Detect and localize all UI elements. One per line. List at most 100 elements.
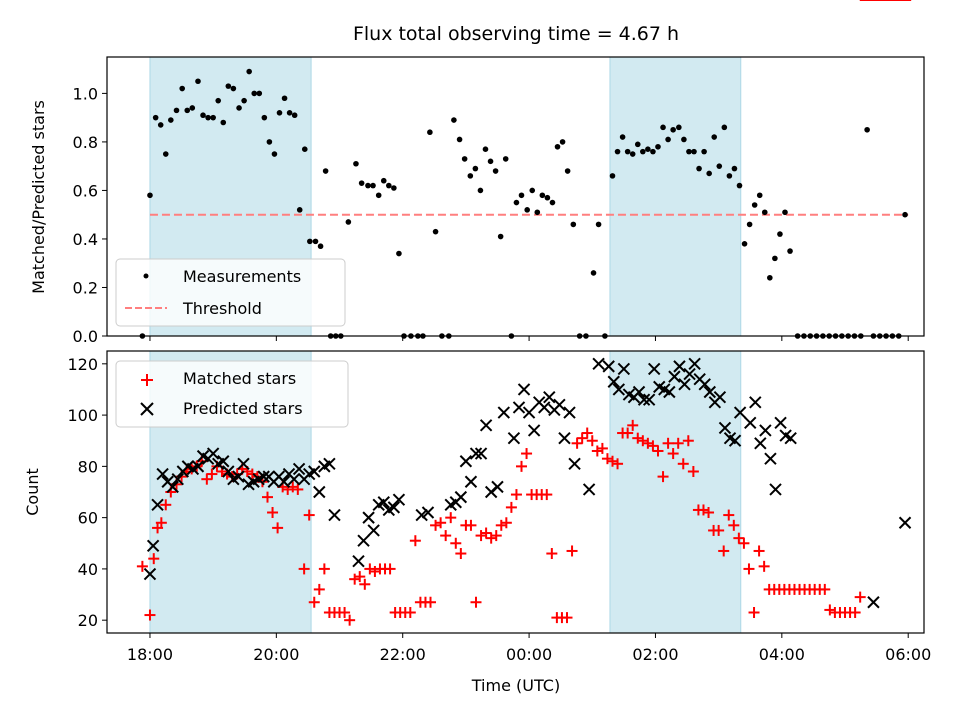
predicted-star-point xyxy=(143,567,157,581)
predicted-star-point xyxy=(733,406,747,419)
x-tick-label: 02:00 xyxy=(632,645,678,664)
matched-star-point xyxy=(201,473,213,485)
predicted-star-point xyxy=(647,362,661,376)
measurement-point xyxy=(241,97,247,104)
predicted-star-point xyxy=(668,370,681,383)
measurement-point xyxy=(162,151,169,157)
measurement-point xyxy=(772,255,778,262)
measurement-point xyxy=(461,156,468,162)
matched-star-point xyxy=(516,460,528,472)
matched-star-point xyxy=(743,563,755,575)
predicted-star-point xyxy=(237,457,250,471)
measurement-point xyxy=(312,238,319,245)
matched-star-point xyxy=(369,565,381,577)
predicted-star-point xyxy=(563,406,576,419)
measurement-point xyxy=(655,143,661,150)
measurement-point xyxy=(365,182,371,189)
measurement-point xyxy=(554,143,561,150)
legend-matched-stars: Matched stars xyxy=(183,369,296,388)
matched-star-point xyxy=(465,519,477,531)
matched-star-point xyxy=(824,604,836,616)
measurement-point xyxy=(864,126,870,133)
measurement-point xyxy=(236,105,242,111)
predicted-star-point xyxy=(688,357,701,371)
measurement-point xyxy=(564,168,571,174)
measurement-point xyxy=(619,134,626,140)
measurement-point xyxy=(307,238,313,245)
measurement-point xyxy=(456,136,463,143)
measurement-point xyxy=(549,199,556,206)
matched-star-point xyxy=(733,532,745,544)
bottom-y-tick-label: 120 xyxy=(67,355,98,374)
predicted-star-point xyxy=(718,421,732,435)
shaded-span-1 xyxy=(609,56,742,337)
measurement-point xyxy=(787,248,793,254)
bottom-panel: 20 40 60 80 100 120 18:00 20:00 22:00 00:00 02:00… xyxy=(23,0,931,695)
measurement-point xyxy=(301,146,308,152)
measurement-point xyxy=(246,68,252,75)
predicted-star-point xyxy=(728,434,742,447)
measurement-point xyxy=(370,182,376,189)
predicted-star-point xyxy=(663,385,676,399)
matched-star-point xyxy=(622,427,634,439)
matched-star-point xyxy=(148,553,160,565)
matched-star-point xyxy=(546,548,558,560)
measurement-point xyxy=(482,146,489,152)
measurement-point xyxy=(427,129,433,136)
measurement-point xyxy=(467,173,474,179)
predicted-star-point xyxy=(698,378,711,391)
measurement-point xyxy=(746,221,753,228)
predicted-star-point xyxy=(387,501,401,514)
matched-star-point xyxy=(246,468,258,480)
measurement-point xyxy=(322,168,329,174)
predicted-star-point xyxy=(568,457,581,471)
top-axes-frame xyxy=(106,56,925,337)
measurement-point xyxy=(472,165,479,172)
measurement-point xyxy=(736,182,743,189)
predicted-star-point xyxy=(464,475,478,488)
measurement-point xyxy=(701,148,707,155)
measurement-point xyxy=(317,243,324,250)
predicted-star-point xyxy=(558,431,571,445)
measurement-point xyxy=(157,122,164,128)
matched-star-point xyxy=(144,609,156,621)
top-y-axis-label: Matched/Predicted stars xyxy=(29,100,48,294)
top-legend: Measurements Threshold xyxy=(115,258,346,327)
measurement-point xyxy=(386,182,392,189)
predicted-star-point xyxy=(703,385,717,399)
matched-star-point xyxy=(308,596,320,608)
matched-stars-series xyxy=(136,0,912,626)
matched-star-point xyxy=(677,458,689,470)
matched-star-point xyxy=(718,545,730,557)
measurement-point xyxy=(665,136,671,143)
matched-star-point xyxy=(819,583,831,595)
matched-star-point xyxy=(354,571,366,583)
matched-star-point xyxy=(596,442,608,454)
predicted-star-point xyxy=(415,508,428,522)
predicted-star-point xyxy=(156,467,169,481)
top-legend-box xyxy=(115,258,346,327)
matched-star-point xyxy=(561,612,573,624)
matched-star-point xyxy=(612,458,624,470)
matched-star-point xyxy=(440,530,452,542)
measurement-point xyxy=(660,124,666,131)
matched-star-point xyxy=(384,563,396,575)
matched-star-point xyxy=(591,445,603,457)
measurement-point xyxy=(524,207,530,213)
bottom-y-ticks: 20 40 60 80 100 120 xyxy=(67,355,107,630)
predicted-star-point xyxy=(592,357,605,371)
top-x-ticks xyxy=(149,336,909,341)
measurement-point xyxy=(650,148,656,155)
predicted-star-point xyxy=(867,596,880,609)
top-y-tick-label: 0.4 xyxy=(73,230,98,249)
measurement-point xyxy=(220,119,227,126)
measurement-point xyxy=(200,112,206,119)
measurement-point xyxy=(281,95,288,102)
measurement-point xyxy=(782,209,788,216)
predicted-star-point xyxy=(784,431,797,445)
measurement-point xyxy=(614,148,621,155)
matched-star-point xyxy=(753,545,765,557)
matched-star-point xyxy=(267,507,279,519)
matched-star-point xyxy=(485,532,497,544)
measurement-point xyxy=(761,209,768,216)
